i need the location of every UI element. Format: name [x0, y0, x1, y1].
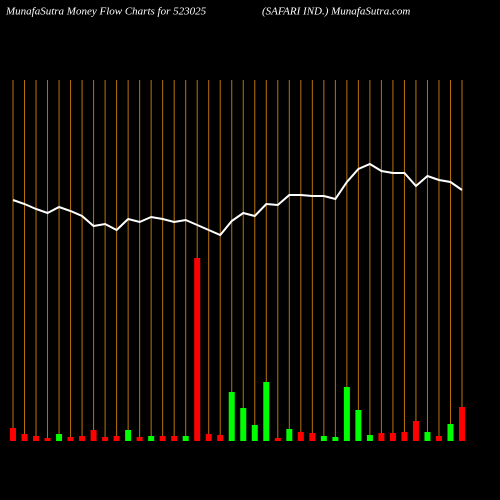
bar [240, 408, 247, 441]
bar [67, 437, 74, 441]
bar [447, 424, 454, 441]
price-line [12, 162, 463, 237]
bar [194, 258, 201, 441]
bar [412, 421, 419, 441]
bar [21, 434, 28, 441]
bar [366, 435, 373, 441]
bar [10, 428, 16, 441]
bar [378, 433, 385, 441]
bar [113, 436, 120, 441]
bar [90, 430, 97, 441]
chart-subtitle: (SAFARI IND.) MunafaSutra.com [262, 6, 410, 18]
bar [320, 436, 327, 441]
bar [56, 434, 63, 441]
bar [217, 435, 224, 441]
bar [228, 392, 235, 441]
bar [309, 433, 316, 441]
bar [171, 436, 178, 441]
bar [205, 434, 212, 441]
bar [355, 410, 362, 441]
bar [33, 436, 40, 441]
bar [182, 436, 189, 441]
bar [263, 382, 270, 441]
bar [251, 425, 258, 441]
bar [435, 436, 442, 441]
bar [297, 432, 304, 441]
bar [286, 429, 293, 441]
bar [332, 437, 339, 441]
bar [274, 438, 281, 441]
bar [159, 436, 166, 441]
bar [401, 432, 408, 441]
bar [148, 436, 155, 441]
bar [102, 437, 109, 441]
chart-title: MunafaSutra Money Flow Charts for 523025 [5, 6, 207, 18]
bar [79, 436, 86, 441]
bar [459, 407, 465, 441]
bar [44, 438, 51, 441]
bar [389, 433, 396, 441]
bar [136, 437, 143, 441]
bar [343, 387, 350, 441]
bar [424, 432, 431, 441]
bar [125, 430, 132, 441]
